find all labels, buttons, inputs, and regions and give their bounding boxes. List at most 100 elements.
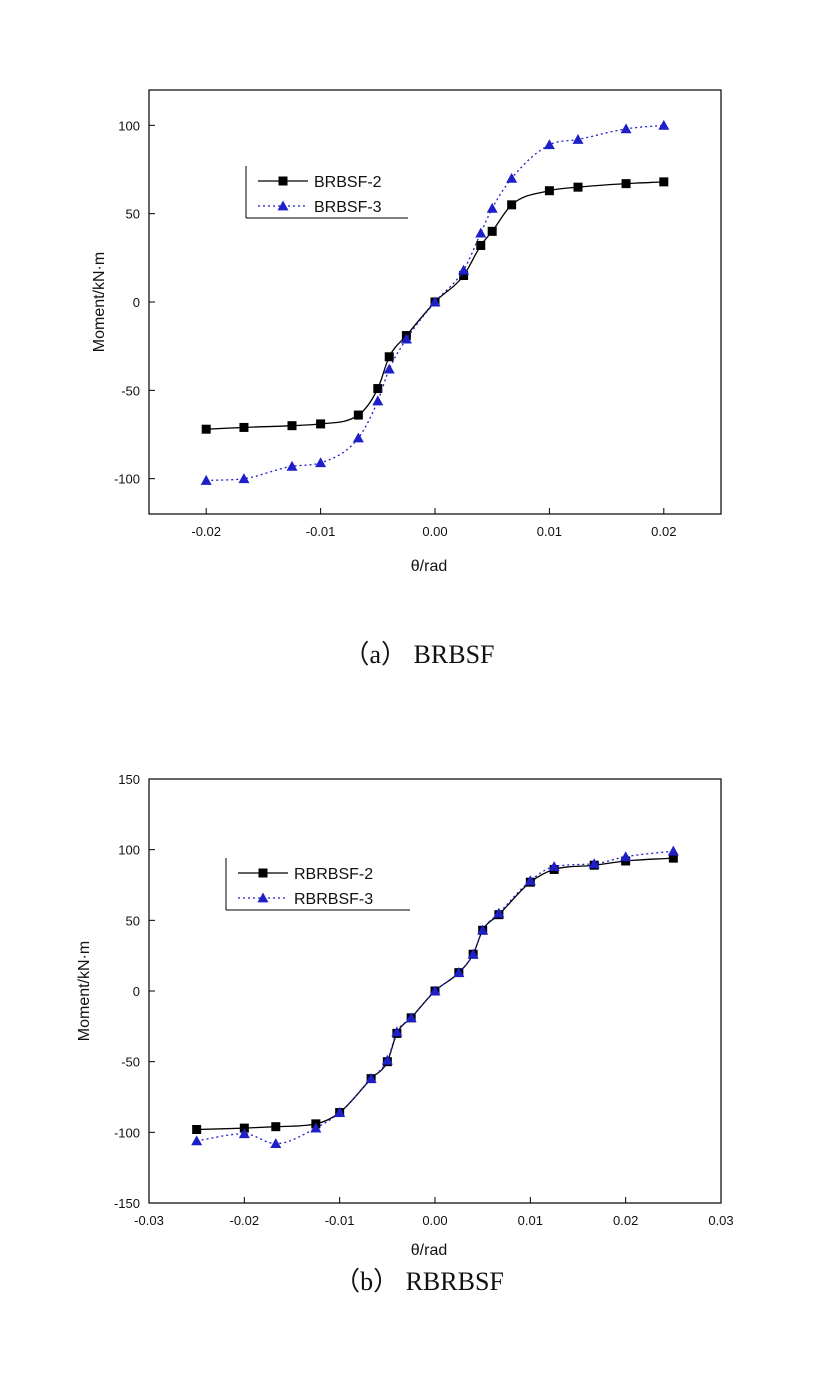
legend-marker: [258, 868, 268, 878]
data-point: [477, 924, 489, 935]
legend-label: BRBSF-2: [314, 174, 382, 191]
data-point: [543, 139, 555, 150]
data-point: [548, 861, 560, 872]
data-point: [487, 226, 497, 236]
x-tick-label: -0.01: [306, 524, 336, 539]
data-point: [315, 457, 327, 468]
data-point: [271, 1122, 281, 1132]
chart-a: -0.02 -0.01 0.00 0.01 0.02 -100 -50 0 50 100 θ/rad…: [91, 89, 722, 669]
y-tick-label: 50: [126, 913, 140, 928]
data-point: [486, 202, 498, 213]
x-tick-label: 0.00: [422, 524, 447, 539]
data-point: [476, 240, 486, 250]
data-point: [429, 296, 441, 307]
data-point: [493, 907, 505, 918]
legend-label: RBRBSF-2: [294, 866, 373, 883]
data-point: [524, 875, 536, 886]
data-point: [620, 851, 632, 862]
legend-marker: [278, 176, 288, 186]
x-tick-label: 0.01: [537, 524, 562, 539]
y-tick-label: 0: [133, 984, 140, 999]
data-point: [238, 1128, 250, 1139]
data-point: [667, 845, 679, 856]
y-axis-title: Moment/kN·m: [76, 941, 93, 1041]
data-point: [200, 474, 212, 485]
data-point: [572, 133, 584, 144]
data-point: [192, 1125, 202, 1135]
y-tick-label: -100: [114, 472, 140, 487]
x-tick-label: -0.01: [325, 1213, 355, 1228]
data-point: [400, 333, 412, 344]
data-point: [659, 177, 669, 187]
chart-b: -0.03 -0.02 -0.01 0.00 0.01 0.02 0.03 -150 -100 -…: [76, 772, 734, 1296]
figure-caption: （a） BRBSF: [344, 640, 495, 669]
y-tick-label: -50: [121, 1055, 140, 1070]
y-tick-label: 0: [133, 295, 140, 310]
legend-marker: [257, 892, 269, 903]
data-point: [621, 179, 631, 189]
y-tick-label: -50: [121, 383, 140, 398]
data-point: [391, 1026, 403, 1037]
x-axis-title: θ/rad: [411, 558, 447, 575]
data-point: [429, 985, 441, 996]
y-tick-label: -150: [114, 1196, 140, 1211]
x-tick-label: 0.02: [613, 1213, 638, 1228]
data-point: [467, 948, 479, 959]
x-tick-label: -0.03: [134, 1213, 164, 1228]
y-tick-label: 100: [118, 843, 140, 858]
data-point: [620, 123, 632, 134]
data-point: [544, 186, 554, 196]
legend: RBRBSF-2 RBRBSF-3: [225, 858, 410, 911]
data-point: [352, 432, 364, 443]
data-point: [658, 119, 670, 130]
data-point: [365, 1073, 377, 1084]
data-point: [373, 384, 383, 394]
data-point: [353, 410, 363, 420]
data-point: [459, 271, 469, 280]
data-point: [668, 853, 678, 863]
data-point: [287, 421, 297, 431]
data-point: [286, 460, 298, 471]
data-point: [383, 363, 395, 374]
data-point: [453, 967, 465, 978]
data-point: [372, 395, 384, 406]
data-point: [384, 352, 394, 362]
x-axis-title: θ/rad: [411, 1242, 447, 1259]
x-tick-label: 0.01: [518, 1213, 543, 1228]
y-tick-label: 100: [118, 118, 140, 133]
data-point: [201, 424, 211, 434]
series-line: [196, 850, 674, 1145]
data-point: [381, 1054, 393, 1065]
series-brbsf-3: [200, 119, 670, 485]
data-point: [506, 172, 518, 183]
data-point: [334, 1107, 346, 1117]
data-point: [316, 419, 326, 429]
data-point: [239, 1123, 249, 1133]
figure-caption: （b） RBRBSF: [334, 1267, 504, 1296]
data-point: [310, 1122, 322, 1133]
legend-marker: [277, 200, 289, 211]
data-point: [405, 1012, 417, 1023]
data-point: [507, 200, 517, 210]
x-tick-label: -0.02: [191, 524, 221, 539]
legend: BRBSF-2 BRBSF-3: [245, 166, 408, 219]
x-tick-label: -0.02: [230, 1213, 260, 1228]
data-point: [458, 264, 470, 275]
data-point: [191, 1135, 203, 1146]
x-tick-label: 0.02: [651, 524, 676, 539]
legend-label: RBRBSF-3: [294, 891, 373, 908]
y-tick-label: -100: [114, 1125, 140, 1140]
legend-label: BRBSF-3: [314, 199, 382, 216]
series-line: [206, 124, 664, 482]
data-point: [239, 422, 249, 432]
data-point: [270, 1138, 282, 1149]
x-tick-label: 0.00: [422, 1213, 447, 1228]
data-point: [238, 473, 250, 484]
series-rbrbsf-3: [191, 845, 679, 1149]
y-tick-label: 50: [126, 207, 140, 222]
y-tick-label: 150: [118, 772, 140, 787]
data-point: [475, 227, 487, 238]
data-point: [588, 858, 600, 869]
data-point: [573, 182, 583, 192]
